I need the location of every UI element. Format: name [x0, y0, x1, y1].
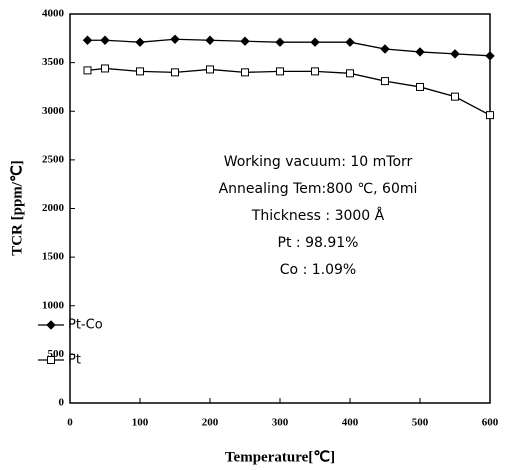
series-line: [87, 67, 491, 116]
marker: [311, 67, 319, 76]
x-tick-label: 300: [272, 417, 289, 429]
marker: [451, 92, 459, 101]
y-axis-title: TCR [ppm/℃]: [9, 160, 25, 256]
legend-marker: [47, 356, 55, 364]
marker: [450, 49, 460, 59]
marker: [240, 36, 250, 46]
marker: [485, 51, 495, 61]
annotation: Co : 1.09%: [280, 262, 356, 278]
x-tick-label: 500: [412, 417, 429, 429]
y-tick-label: 2000: [42, 202, 65, 214]
marker: [171, 68, 179, 77]
annotation: Annealing Tem:800 ℃, 60mi: [219, 181, 418, 197]
marker: [381, 77, 389, 86]
x-tick-label: 200: [202, 417, 219, 429]
legend-label: Pt-Co: [68, 318, 103, 333]
y-tick-label: 3500: [42, 56, 65, 68]
x-tick-label: 0: [67, 417, 73, 429]
marker: [345, 37, 355, 47]
annotation: Working vacuum: 10 mTorr: [224, 154, 413, 170]
marker: [346, 69, 354, 78]
y-tick-label: 0: [59, 397, 65, 409]
marker: [415, 47, 425, 57]
marker: [101, 64, 109, 73]
y-tick-label: 1500: [42, 251, 65, 263]
annotation: Thickness : 3000 Å: [251, 207, 385, 224]
x-axis-title: Temperature[℃]: [225, 449, 335, 465]
marker: [241, 68, 249, 77]
marker: [82, 35, 93, 45]
y-tick-label: 1000: [42, 299, 65, 311]
series-line: [87, 38, 491, 57]
marker: [276, 67, 284, 76]
y-tick-label: 3000: [42, 105, 65, 117]
marker: [205, 35, 215, 45]
x-tick-label: 600: [482, 417, 499, 429]
marker: [83, 66, 92, 75]
marker: [486, 111, 494, 120]
marker: [380, 44, 390, 54]
x-tick-label: 400: [342, 417, 359, 429]
marker: [170, 34, 180, 44]
marker: [206, 65, 214, 74]
marker: [275, 37, 285, 47]
x-tick-label: 100: [132, 417, 149, 429]
annotation: Pt : 98.91%: [278, 235, 359, 251]
legend-marker: [46, 320, 56, 330]
marker: [310, 37, 320, 47]
legend-label: Pt: [68, 353, 81, 368]
marker: [135, 37, 145, 47]
y-tick-label: 2500: [42, 153, 65, 165]
marker: [100, 35, 110, 45]
y-tick-label: 4000: [42, 8, 65, 20]
marker: [136, 67, 144, 76]
marker: [416, 82, 424, 91]
